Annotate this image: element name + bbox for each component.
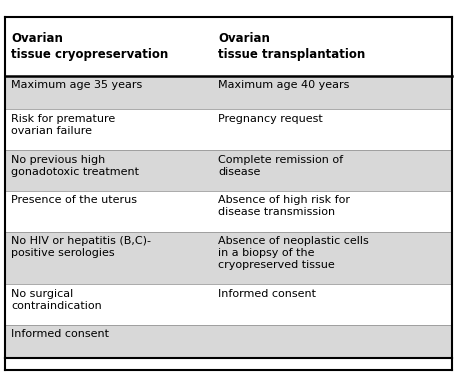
Bar [5, 232, 452, 284]
Bar [5, 150, 452, 191]
Text: Maximum age 40 years: Maximum age 40 years [218, 81, 349, 90]
Text: No previous high
gonadotoxic treatment: No previous high gonadotoxic treatment [11, 154, 139, 177]
Bar [5, 284, 452, 325]
Bar [5, 109, 452, 150]
Text: Absence of neoplastic cells
in a biopsy of the
cryopreserved tissue: Absence of neoplastic cells in a biopsy … [218, 236, 369, 270]
Text: Ovarian
tissue transplantation: Ovarian tissue transplantation [218, 32, 365, 61]
Text: Presence of the uterus: Presence of the uterus [11, 195, 137, 206]
Text: Informed consent: Informed consent [218, 288, 316, 298]
Bar [5, 191, 452, 232]
Text: No surgical
contraindication: No surgical contraindication [11, 288, 102, 310]
Text: Pregnancy request: Pregnancy request [218, 114, 323, 124]
Text: No HIV or hepatitis (B,C)-
positive serologies: No HIV or hepatitis (B,C)- positive sero… [11, 236, 151, 258]
Bar [5, 325, 452, 358]
Text: Risk for premature
ovarian failure: Risk for premature ovarian failure [11, 114, 115, 136]
Text: Complete remission of
disease: Complete remission of disease [218, 154, 343, 177]
Text: Ovarian
tissue cryopreservation: Ovarian tissue cryopreservation [11, 32, 168, 61]
Text: Absence of high risk for
disease transmission: Absence of high risk for disease transmi… [218, 195, 350, 217]
Bar [5, 76, 452, 109]
Bar [5, 17, 452, 76]
Text: Informed consent: Informed consent [11, 330, 109, 339]
Text: Maximum age 35 years: Maximum age 35 years [11, 81, 142, 90]
